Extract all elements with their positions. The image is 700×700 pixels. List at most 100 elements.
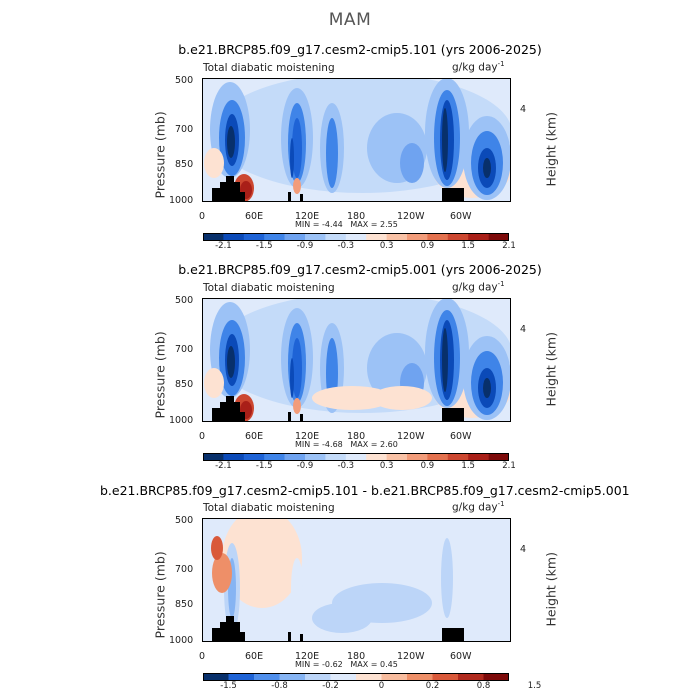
panel-3-contour-8 [212,553,232,593]
panel-2-topography-6 [300,414,303,422]
panel-3-colorbar [203,673,509,681]
panel-3-colorbar-swatch-10 [458,673,484,681]
panel-2-contour-24 [204,368,224,398]
panel-2-colorbar-labels: -2.1 -1.5 -0.9 -0.3 0.3 0.9 1.5 2.1 [203,461,516,473]
panel-3-ytick-1000: 1000 [169,635,194,646]
panel-3-colorbar-frame [203,673,509,681]
panel-2-colorbar-swatch-11 [427,453,449,461]
panel-1-xtick-60w: 60W [450,211,472,222]
panel-2-xtick-60w: 60W [450,431,472,442]
panel-2-colorbar-swatch-9 [386,453,408,461]
panel-1-colorbar-label: -1.5 [255,241,273,251]
panel-2-colorbar-swatch-13 [468,453,489,461]
panel-2-contour-5 [227,346,235,378]
panel-2-colorbar-swatch-8 [366,453,387,461]
panel-2-colorbar-swatch-4 [284,453,306,461]
panel-1-colorbar-label: 0.9 [420,241,435,251]
panel-1-topography-7 [442,188,464,202]
panel-2-colorbar-swatch-1 [223,453,245,461]
panel-3-topography-2 [226,616,234,642]
panel-3-colorbar-labels: -1.5 -0.8 -0.2 0 0.2 0.8 1.5 [203,681,541,693]
panel-1-colorbar-swatch-2 [243,233,265,241]
panel-2-colorbar-label: 2.1 [502,461,516,471]
panel-3-colorbar-label: 0.2 [425,681,440,691]
panel-1-ytick-500: 500 [175,75,194,86]
panel-3-xtick-60w: 60W [450,651,472,662]
panel-2-colorbar-label: 1.5 [461,461,475,471]
panel-3-contour-6 [291,558,303,618]
panel-1-colorbar [203,233,509,241]
panel-2-topography-5 [288,412,291,422]
panel-1-rlabel: Height (km) [543,112,559,187]
panel-1-ylabel: Pressure (mb) [152,111,168,199]
panel-3-field-label: Total diabatic moistening [203,502,335,514]
figure-title: MAM [328,10,372,30]
panel-1-colorbar-swatch-12 [447,233,469,241]
panel-1-plot [202,78,511,202]
panel-3-height-tick: 4 [520,544,527,555]
panel-3-topography-3 [234,622,240,642]
panel-3-colorbar-label: -1.5 [220,681,237,691]
panel-1-colorbar-swatch-8 [366,233,387,241]
panel-2-ylabel: Pressure (mb) [152,331,168,419]
panel-2-colorbar-swatch-12 [447,453,469,461]
panel-1-contour-17 [442,108,448,172]
panel-2-contour-26 [312,386,392,410]
panel-1-ytick-850: 850 [175,159,194,170]
panel-2-colorbar-frame [203,453,509,461]
panel-2-xtick-120e: 120E [295,431,320,442]
panel-2-colorbar-label: -1.5 [255,461,273,471]
panel-3-topography-5 [288,632,291,642]
panel-1-colorbar-swatch-11 [427,233,449,241]
panel-1-colorbar-swatch-4 [284,233,306,241]
panel-2-topography-4 [240,412,245,422]
panel-1-topography-2 [226,176,234,202]
panel-3-colorbar-label: 1.5 [527,681,542,691]
panel-1-colorbar-label: 1.5 [461,241,475,251]
panel-3-colorbar-swatch-5 [330,673,357,681]
panel-2-xtick-180: 180 [347,431,366,442]
panel-3-contour-0 [222,518,302,608]
panel-3-colorbar-swatch-1 [228,673,255,681]
panel-3-topography-4 [240,632,245,642]
panel-2-ytick-500: 500 [175,295,194,306]
panel-3-xtick-120w: 120W [397,651,425,662]
panel-3-ytick-500: 500 [175,515,194,526]
panel-3-xtick-60e: 60E [245,651,264,662]
panel-1-xtick-120w: 120W [397,211,425,222]
panel-1-topography-0 [212,188,220,202]
panel-2-colorbar-swatch-3 [264,453,285,461]
panel-1-xtick-0: 0 [199,211,206,222]
panel-2-colorbar-label: -0.3 [337,461,355,471]
panel-2-colorbar-swatch-5 [305,453,326,461]
panel-1-colorbar-swatch-14 [488,233,509,241]
panel-2-contour-25 [293,398,301,414]
panel-3-colorbar-swatch-2 [254,673,280,681]
panel-3-colorbar-label: 0 [378,681,385,691]
panel-3-contour-7 [441,538,453,618]
panel-3-minmax: MIN = -0.62 MAX = 0.45 [295,660,398,669]
panel-1-colorbar-swatch-10 [407,233,428,241]
panel-1-colorbar-label: 2.1 [502,241,516,251]
panel-2-colorbar [203,453,509,461]
panel-3-contour-1 [362,518,442,578]
panel-2-colorbar-swatch-10 [407,453,428,461]
panel-1-topography-5 [288,192,291,202]
panel-3-contour-3 [312,603,372,633]
panel-2-title: b.e21.BRCP85.f09_g17.cesm2-cmip5.001 (yr… [178,262,542,277]
panel-2-colorbar-label: -2.1 [215,461,232,471]
panel-3-colorbar-label: 0.8 [476,681,491,691]
panel-1-contour-13 [326,118,338,188]
panel-1-topography-1 [220,182,226,202]
panel-1-colorbar-label: 0.3 [379,241,394,251]
panel-3-xtick-180: 180 [347,651,366,662]
panel-2-topography-7 [442,408,464,422]
panel-1-contour-10 [292,118,302,178]
panel-3-topography-7 [442,628,464,642]
panel-3-colorbar-label: -0.2 [322,681,339,691]
panel-3-colorbar-swatch-4 [305,673,331,681]
panel-1-colorbar-swatch-7 [345,233,367,241]
panel-2-height-tick: 4 [520,324,527,335]
panel-3-topography-0 [212,628,220,642]
panel-1-title: b.e21.BRCP85.f09_g17.cesm2-cmip5.101 (yr… [178,42,542,57]
